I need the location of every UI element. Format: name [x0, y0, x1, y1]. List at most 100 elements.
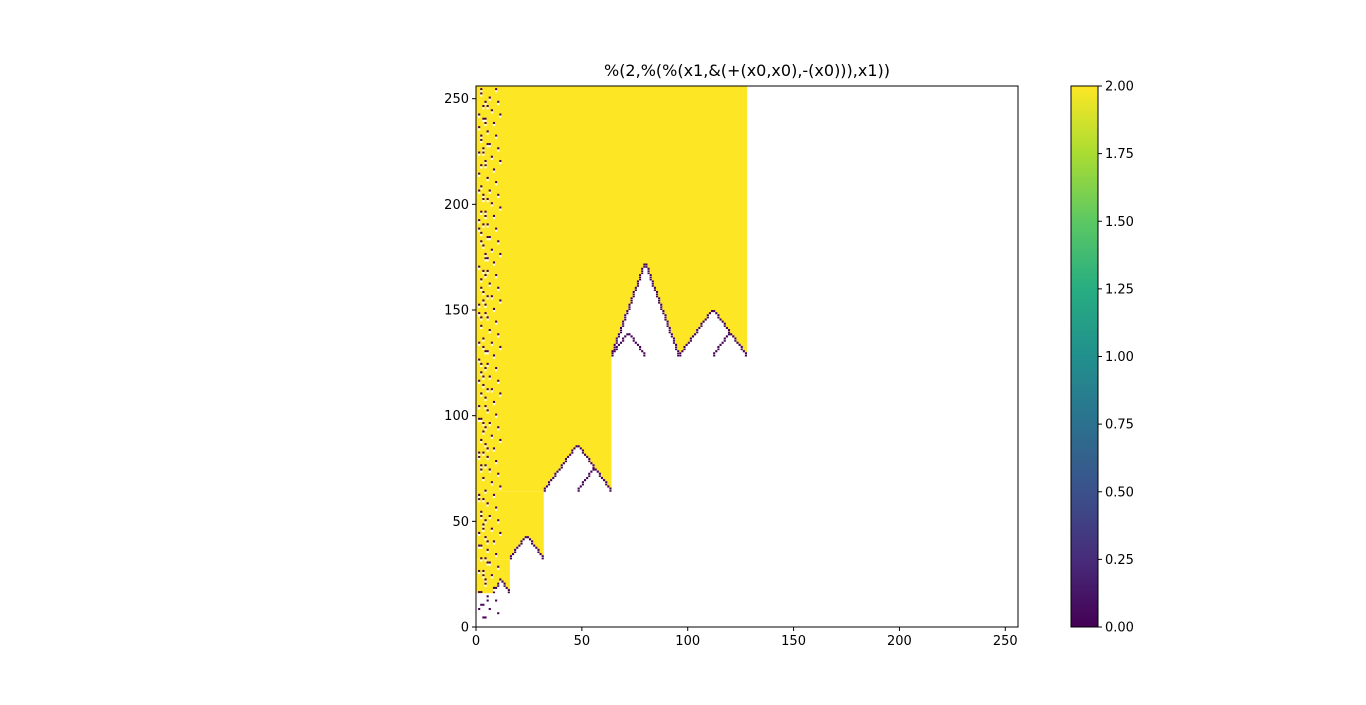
undefined-cell [482, 246, 485, 249]
zero-cell [550, 479, 553, 482]
undefined-cell [492, 310, 496, 313]
zero-cell [486, 595, 489, 598]
undefined-cell [484, 538, 487, 541]
undefined-cell [499, 208, 502, 211]
zero-cell [478, 379, 481, 382]
y-tick-label: 100 [444, 409, 469, 424]
zero-cell [598, 474, 601, 477]
undefined-cell [478, 191, 481, 194]
zero-cell [622, 339, 625, 342]
zero-cell [541, 557, 544, 560]
zero-cell [736, 341, 739, 344]
zero-cell [664, 316, 667, 319]
zero-cell [495, 88, 498, 91]
zero-cell [480, 603, 483, 606]
zero-cell [713, 352, 716, 355]
undefined-cell [615, 341, 676, 345]
undefined-cell [497, 335, 500, 338]
zero-cell [588, 457, 591, 461]
zero-cell [660, 303, 663, 306]
undefined-cell [484, 212, 487, 215]
undefined-cell [495, 136, 498, 139]
zero-cell [636, 284, 640, 287]
zero-cell [691, 335, 695, 338]
undefined-cell [482, 386, 485, 389]
zero-cell [596, 470, 599, 473]
zero-cell [660, 305, 663, 308]
colorbar-tick-label: 1.00 [1105, 350, 1134, 365]
undefined-cell [628, 305, 663, 309]
undefined-cell [564, 460, 591, 463]
zero-cell [564, 460, 568, 463]
undefined-cell [486, 132, 489, 135]
undefined-cell [478, 407, 481, 410]
undefined-cell [499, 255, 502, 258]
undefined-cell [516, 546, 538, 550]
zero-cell [679, 352, 682, 355]
zero-cell [488, 143, 491, 146]
zero-cell [664, 314, 667, 317]
undefined-cell [486, 504, 489, 507]
zero-cell [482, 151, 485, 154]
zero-cell [478, 498, 481, 501]
undefined-cell [499, 162, 502, 165]
zero-cell [575, 445, 578, 448]
zero-cell [725, 335, 728, 338]
zero-cell [666, 320, 669, 323]
undefined-cell [478, 174, 481, 177]
undefined-cell [484, 466, 487, 469]
undefined-cell [622, 339, 635, 343]
zero-cell [636, 280, 640, 283]
zero-cell [653, 288, 656, 291]
zero-cell [482, 198, 485, 201]
undefined-cell [486, 449, 489, 452]
undefined-cell [484, 445, 487, 448]
zero-cell [497, 240, 500, 243]
zero-cell [478, 341, 481, 344]
undefined-cell [484, 124, 487, 127]
x-tick-label: 0 [472, 634, 480, 649]
zero-cell [480, 278, 483, 281]
colorbar-tick-label: 1.75 [1105, 147, 1134, 162]
zero-cell [497, 286, 500, 289]
undefined-cell [622, 324, 669, 328]
zero-cell [520, 540, 523, 543]
undefined-cell [490, 157, 493, 160]
zero-cell [711, 310, 714, 313]
undefined-cell [480, 373, 483, 376]
undefined-cell [499, 441, 502, 444]
undefined-cell [636, 280, 654, 284]
undefined-cell [694, 333, 733, 336]
undefined-cell [484, 580, 487, 583]
undefined-cell [486, 563, 489, 566]
zero-cell [562, 462, 565, 465]
zero-cell [484, 252, 487, 256]
zero-cell [579, 447, 582, 450]
zero-cell [730, 333, 733, 336]
zero-cell [687, 341, 690, 344]
zero-cell [641, 350, 644, 353]
zero-cell [658, 297, 661, 300]
undefined-cell [497, 582, 506, 586]
zero-cell [486, 362, 489, 365]
undefined-cell [482, 500, 485, 503]
zero-cell [643, 265, 646, 268]
zero-cell [492, 261, 496, 264]
zero-cell [636, 343, 640, 346]
zero-cell [478, 126, 481, 129]
zero-cell [619, 331, 623, 334]
zero-cell [564, 457, 568, 461]
undefined-cell [478, 610, 481, 613]
undefined-cell [486, 390, 489, 393]
zero-cell [484, 117, 487, 120]
zero-cell [613, 343, 616, 346]
zero-cell [560, 464, 563, 467]
zero-cell [696, 331, 699, 334]
zero-cell [586, 476, 589, 480]
undefined-cell [514, 550, 540, 554]
zero-cell [732, 335, 735, 338]
zero-cell [740, 348, 743, 351]
undefined-cell [492, 495, 496, 499]
undefined-cell [639, 274, 652, 277]
zero-cell [643, 263, 646, 266]
